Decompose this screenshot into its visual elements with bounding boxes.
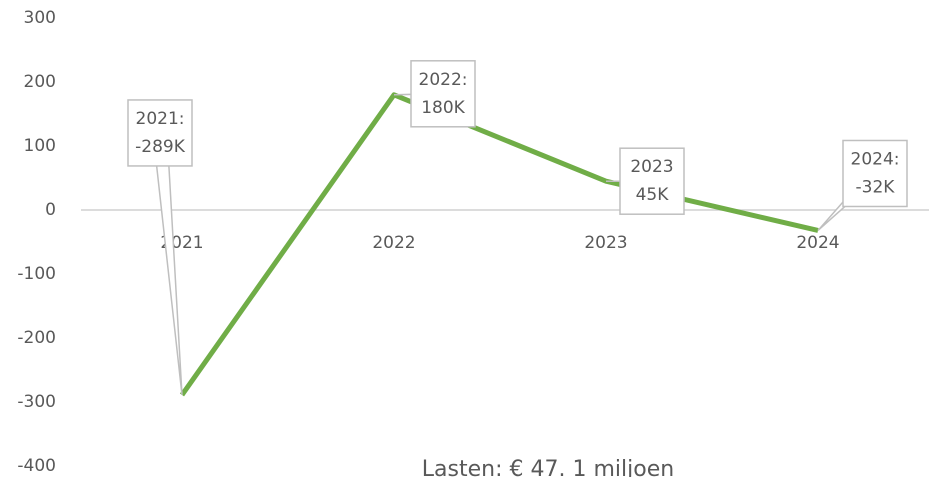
x-tick-label: 2024 bbox=[796, 233, 839, 253]
x-tick-label: 2023 bbox=[584, 233, 627, 253]
y-tick-label: 100 bbox=[24, 136, 56, 156]
y-tick-label: 0 bbox=[45, 200, 56, 220]
y-tick-label: 300 bbox=[24, 8, 56, 28]
x-tick-label: 2022 bbox=[372, 233, 415, 253]
data-label: 2023 45K bbox=[630, 157, 673, 205]
y-tick-label: -200 bbox=[17, 328, 56, 348]
data-label: 2024: -32K bbox=[851, 149, 900, 197]
line bbox=[179, 92, 819, 397]
data-label: 2022: 180K bbox=[419, 70, 468, 118]
annotation: Lasten: € 47. 1 miljoen bbox=[422, 457, 674, 477]
y-tick-label: 200 bbox=[24, 72, 56, 92]
callout-box bbox=[842, 139, 908, 208]
callout-box bbox=[619, 147, 685, 215]
y-tick-label: -300 bbox=[17, 392, 56, 412]
callout-tail bbox=[152, 132, 183, 396]
callout-box bbox=[410, 60, 476, 128]
data-label: 2021: -289K bbox=[135, 109, 186, 157]
callout-box bbox=[127, 99, 193, 167]
y-tick-label: -100 bbox=[17, 264, 56, 284]
y-tick-label: -400 bbox=[17, 456, 56, 476]
